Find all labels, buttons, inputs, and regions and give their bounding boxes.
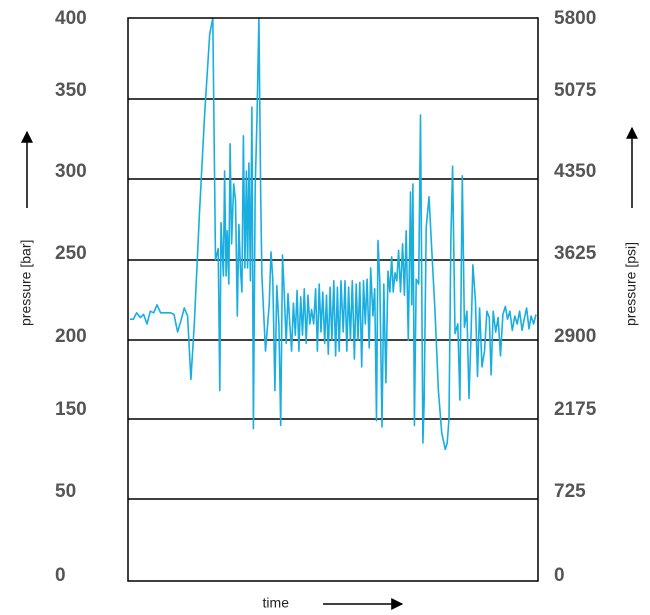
left-axis-ticks: 400 350 300 250 200 150 50 0 (55, 8, 87, 586)
right-tick-label: 5800 (554, 8, 596, 29)
right-tick-label: 4350 (554, 161, 596, 182)
left-axis-label-group: pressure [bar] (18, 130, 34, 326)
right-axis-label-group: pressure [psi] (623, 126, 639, 326)
grid-lines (128, 98, 538, 500)
right-tick-label: 725 (554, 481, 586, 502)
left-tick-label: 250 (55, 243, 87, 264)
plot-frame (127, 17, 539, 582)
left-tick-label: 300 (55, 161, 87, 182)
left-tick-label: 150 (55, 399, 87, 420)
right-tick-label: 3625 (554, 243, 597, 264)
right-tick-label: 2900 (554, 326, 596, 347)
right-tick-label: 2175 (554, 399, 597, 420)
left-axis-label: pressure [bar] (18, 240, 34, 326)
left-tick-label: 200 (55, 326, 87, 347)
series-layer (130, 17, 537, 451)
left-tick-label: 0 (55, 565, 66, 586)
pressure-series-line (130, 17, 537, 451)
right-axis-ticks: 5800 5075 4350 3625 2900 2175 725 0 (554, 8, 597, 586)
left-tick-label: 400 (55, 8, 87, 29)
x-axis-label: time (263, 595, 290, 611)
left-tick-label: 350 (55, 80, 87, 101)
x-axis-label-group: time (263, 595, 404, 611)
right-tick-label: 0 (554, 565, 565, 586)
right-tick-label: 5075 (554, 80, 597, 101)
right-axis-label: pressure [psi] (623, 242, 639, 326)
left-tick-label: 50 (55, 481, 76, 502)
